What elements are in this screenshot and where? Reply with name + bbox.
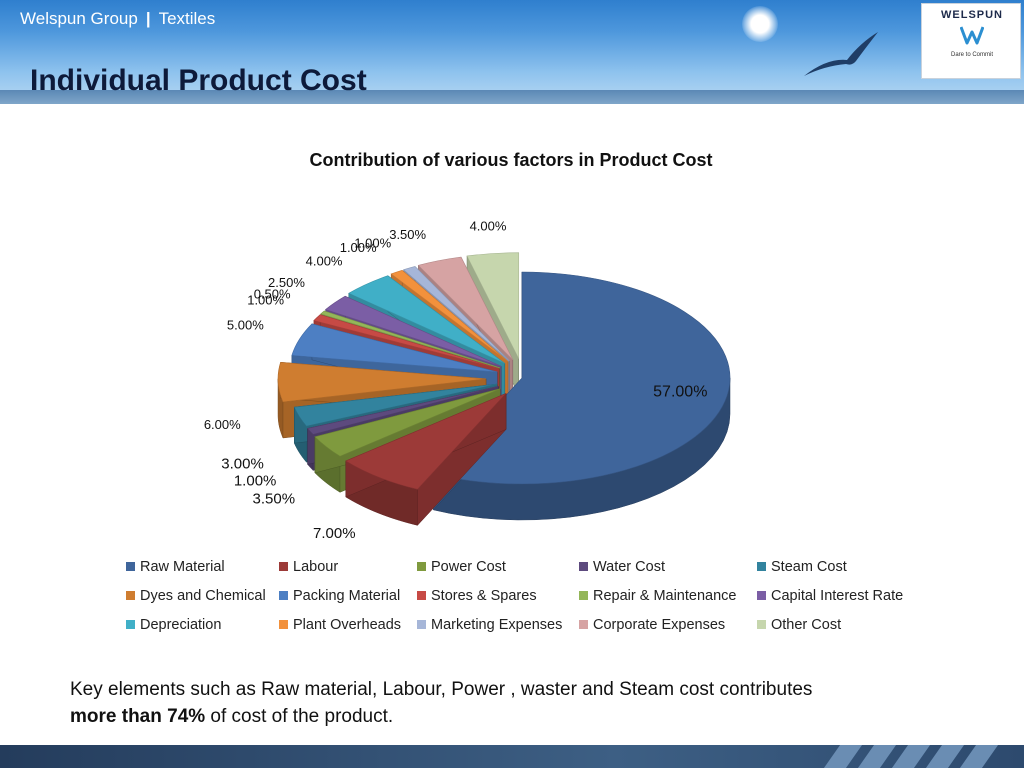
bird-icon bbox=[804, 32, 878, 76]
summary-highlight: more than 74% bbox=[70, 706, 206, 727]
legend-label: Steam Cost bbox=[771, 559, 847, 575]
slice-labour bbox=[345, 392, 507, 526]
legend-label: Repair & Maintenance bbox=[593, 588, 736, 604]
legend-swatch bbox=[757, 562, 766, 571]
legend-item-raw-material: Raw Material bbox=[126, 559, 225, 575]
logo-tagline: Dare to Commit bbox=[950, 52, 993, 58]
legend-label: Capital Interest Rate bbox=[771, 588, 903, 604]
legend-swatch bbox=[279, 620, 288, 629]
legend-swatch bbox=[757, 620, 766, 629]
data-label-repair-maintenance: 0.50% bbox=[254, 287, 291, 302]
page-title: Individual Product Cost bbox=[30, 64, 367, 97]
legend-item-depreciation: Depreciation bbox=[126, 617, 221, 633]
logo-wordmark: WELSPUN bbox=[941, 9, 1003, 21]
data-label-labour: 7.00% bbox=[313, 525, 356, 542]
chart-legend: Raw Material Labour Power Cost Water Cost St… bbox=[126, 559, 903, 633]
legend-swatch bbox=[579, 620, 588, 629]
legend-item-capital-interest-rate: Capital Interest Rate bbox=[757, 588, 903, 604]
data-label-power-cost: 3.50% bbox=[253, 490, 296, 507]
footer-bar bbox=[0, 745, 1024, 768]
summary-line: Key elements such as Raw material, Labou… bbox=[70, 679, 813, 700]
data-label-dyes-and-chemical: 6.00% bbox=[204, 417, 241, 432]
data-label-marketing-expenses: 1.00% bbox=[354, 235, 391, 250]
legend-label: Labour bbox=[293, 559, 338, 575]
legend-swatch bbox=[126, 620, 135, 629]
summary-text: Key elements such as Raw material, Labou… bbox=[70, 676, 950, 730]
legend-swatch bbox=[279, 562, 288, 571]
pie-slices bbox=[277, 252, 731, 526]
legend-item-water-cost: Water Cost bbox=[579, 559, 665, 575]
legend-label: Depreciation bbox=[140, 617, 221, 633]
legend-swatch bbox=[579, 591, 588, 600]
data-label-raw-material: 57.00% bbox=[653, 384, 707, 401]
legend-label: Packing Material bbox=[293, 588, 400, 604]
legend-label: Water Cost bbox=[593, 559, 665, 575]
legend-swatch bbox=[417, 562, 426, 571]
legend-label: Raw Material bbox=[140, 559, 225, 575]
legend-label: Power Cost bbox=[431, 559, 506, 575]
data-label-other-cost: 4.00% bbox=[470, 219, 507, 234]
legend-item-repair-maintenance: Repair & Maintenance bbox=[579, 588, 736, 604]
division-name: Textiles bbox=[158, 9, 216, 28]
legend-item-plant-overheads: Plant Overheads bbox=[279, 617, 401, 633]
header-separator: | bbox=[145, 9, 151, 28]
legend-item-labour: Labour bbox=[279, 559, 338, 575]
pie-chart: Contribution of various factors in Produ… bbox=[126, 150, 903, 633]
legend-item-marketing-expenses: Marketing Expenses bbox=[417, 617, 562, 633]
data-label-stores-spares: 1.00% bbox=[247, 292, 284, 307]
summary-rest: of cost of the product. bbox=[205, 706, 394, 727]
header-stripe bbox=[0, 90, 1024, 104]
logo-w-icon bbox=[960, 26, 984, 45]
legend-swatch bbox=[417, 591, 426, 600]
header-banner: Welspun Group | Textiles Individual Produc… bbox=[0, 0, 1024, 104]
data-labels: 57.00%7.00%3.50%1.00%3.00%6.00%5.00%1.00… bbox=[204, 219, 708, 543]
chart-title: Contribution of various factors in Produ… bbox=[309, 150, 712, 170]
legend-item-power-cost: Power Cost bbox=[417, 559, 506, 575]
legend-swatch bbox=[126, 562, 135, 571]
legend-label: Dyes and Chemical bbox=[140, 588, 266, 604]
data-label-plant-overheads: 1.00% bbox=[340, 240, 377, 255]
legend-label: Marketing Expenses bbox=[431, 617, 562, 633]
legend-swatch bbox=[417, 620, 426, 629]
legend-item-steam-cost: Steam Cost bbox=[757, 559, 847, 575]
legend-item-corporate-expenses: Corporate Expenses bbox=[579, 617, 725, 633]
company-logo: WELSPUN Dare to Commit bbox=[921, 3, 1021, 79]
sun-glow bbox=[742, 6, 778, 42]
data-label-depreciation: 4.00% bbox=[306, 254, 343, 269]
legend-swatch bbox=[579, 562, 588, 571]
group-name: Welspun Group bbox=[20, 9, 138, 28]
data-label-steam-cost: 3.00% bbox=[221, 456, 264, 473]
data-label-capital-interest-rate: 2.50% bbox=[268, 275, 305, 290]
data-label-packing-material: 5.00% bbox=[227, 317, 264, 332]
legend-swatch bbox=[279, 591, 288, 600]
legend-item-packing-material: Packing Material bbox=[279, 588, 400, 604]
legend-label: Plant Overheads bbox=[293, 617, 401, 633]
legend-item-stores-spares: Stores & Spares bbox=[417, 588, 537, 604]
data-label-water-cost: 1.00% bbox=[234, 473, 277, 490]
legend-swatch bbox=[757, 591, 766, 600]
legend-label: Stores & Spares bbox=[431, 588, 537, 604]
legend-swatch bbox=[126, 591, 135, 600]
legend-label: Corporate Expenses bbox=[593, 617, 725, 633]
legend-item-other-cost: Other Cost bbox=[757, 617, 841, 633]
legend-item-dyes-and-chemical: Dyes and Chemical bbox=[126, 588, 266, 604]
legend-label: Other Cost bbox=[771, 617, 841, 633]
header-subtitle: Welspun Group | Textiles bbox=[20, 9, 215, 29]
data-label-corporate-expenses: 3.50% bbox=[389, 227, 426, 242]
